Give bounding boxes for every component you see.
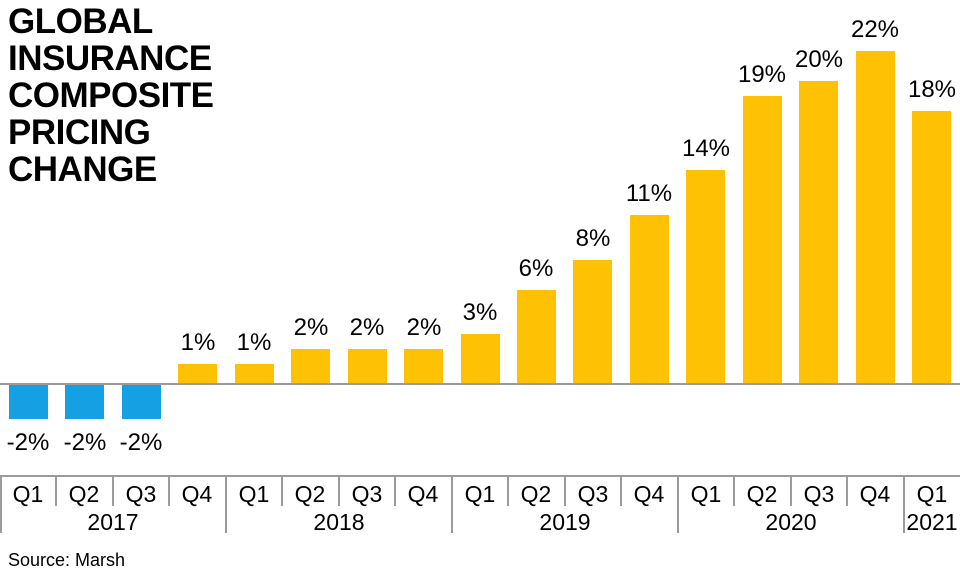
bar-value-label-q4-2018: 2% — [406, 314, 442, 341]
bar-q2-2019 — [517, 290, 556, 383]
bar-value-label-q1-2020: 14% — [681, 135, 731, 162]
axis-quarter-tick — [564, 475, 566, 506]
axis-year-tick — [451, 475, 453, 533]
bar-q1-2021 — [912, 111, 951, 383]
axis-quarter-tick — [338, 475, 340, 506]
bar-q3-2017 — [122, 384, 161, 419]
axis-quarter-label-q1-2020: Q1 — [690, 481, 722, 507]
bar-value-label-q3-2018: 2% — [349, 314, 385, 341]
bar-q4-2018 — [404, 349, 443, 383]
axis-quarter-tick — [733, 475, 735, 506]
axis-year-label-2017: 2017 — [87, 509, 139, 535]
bar-q3-2019 — [573, 260, 612, 383]
bar-value-label-q3-2019: 8% — [575, 225, 611, 252]
bar-q3-2018 — [348, 349, 387, 383]
axis-quarter-label-q4-2017: Q4 — [181, 481, 213, 507]
bar-value-label-q2-2017: -2% — [63, 428, 107, 456]
axis-quarter-label-q3-2017: Q3 — [125, 481, 157, 507]
axis-quarter-label-q3-2019: Q3 — [577, 481, 609, 507]
chart-title-line: GLOBAL — [8, 2, 153, 41]
bar-value-label-q1-2017: -2% — [6, 428, 50, 456]
axis-quarter-label-q2-2018: Q2 — [294, 481, 326, 507]
axis-year-tick — [677, 475, 679, 533]
bar-value-label-q2-2020: 19% — [737, 61, 787, 88]
bar-q3-2020 — [799, 81, 838, 383]
axis-quarter-label-q1-2018: Q1 — [238, 481, 270, 507]
bar-q1-2019 — [461, 334, 500, 383]
bar-q1-2017 — [9, 384, 48, 419]
zero-baseline — [0, 383, 960, 385]
bar-value-label-q1-2019: 3% — [462, 299, 498, 326]
axis-year-label-2021: 2021 — [906, 509, 958, 535]
axis-quarter-label-q1-2017: Q1 — [12, 481, 44, 507]
axis-year-label-2019: 2019 — [539, 509, 591, 535]
bar-q2-2017 — [65, 384, 104, 419]
bar-value-label-q2-2018: 2% — [293, 314, 329, 341]
bar-q4-2017 — [178, 364, 217, 383]
bar-value-label-q3-2020: 20% — [794, 46, 844, 73]
bar-q4-2020 — [856, 51, 895, 383]
bar-value-label-q4-2020: 22% — [850, 16, 900, 43]
bar-value-label-q1-2021: 18% — [907, 76, 957, 103]
axis-quarter-tick — [620, 475, 622, 506]
axis-year-tick — [0, 475, 2, 533]
bar-q2-2020 — [743, 96, 782, 383]
bar-q2-2018 — [291, 349, 330, 383]
axis-quarter-label-q3-2018: Q3 — [351, 481, 383, 507]
bar-q4-2019 — [630, 215, 669, 383]
axis-quarter-tick — [394, 475, 396, 506]
axis-quarter-label-q1-2021: Q1 — [916, 481, 948, 507]
axis-quarter-tick — [112, 475, 114, 506]
chart-title-line: PRICING — [8, 113, 151, 152]
axis-quarter-label-q3-2020: Q3 — [803, 481, 835, 507]
bar-value-label-q4-2019: 11% — [625, 180, 673, 207]
axis-quarter-tick — [507, 475, 509, 506]
bar-value-label-q3-2017: -2% — [119, 428, 163, 456]
axis-year-label-2018: 2018 — [313, 509, 365, 535]
axis-quarter-label-q4-2020: Q4 — [859, 481, 891, 507]
chart-title-line: INSURANCE — [8, 39, 212, 78]
chart-title-line: CHANGE — [8, 150, 157, 189]
axis-quarter-label-q4-2019: Q4 — [633, 481, 665, 507]
axis-quarter-label-q2-2020: Q2 — [746, 481, 778, 507]
bar-value-label-q2-2019: 6% — [518, 255, 554, 282]
chart-title-line: COMPOSITE — [8, 76, 214, 115]
axis-quarter-tick — [168, 475, 170, 506]
x-axis-line — [0, 475, 960, 477]
axis-quarter-tick — [846, 475, 848, 506]
axis-quarter-tick — [281, 475, 283, 506]
bar-q1-2018 — [235, 364, 274, 383]
bar-q1-2020 — [686, 170, 725, 383]
source-note: Source: Marsh — [8, 550, 126, 570]
axis-year-tick — [903, 475, 905, 533]
axis-quarter-tick — [55, 475, 57, 506]
axis-quarter-label-q2-2017: Q2 — [68, 481, 100, 507]
axis-quarter-tick — [790, 475, 792, 506]
bar-value-label-q1-2018: 1% — [236, 329, 272, 356]
axis-quarter-label-q4-2018: Q4 — [407, 481, 439, 507]
axis-quarter-label-q1-2019: Q1 — [464, 481, 496, 507]
axis-quarter-label-q2-2019: Q2 — [520, 481, 552, 507]
bar-value-label-q4-2017: 1% — [180, 329, 216, 356]
axis-year-tick — [225, 475, 227, 533]
axis-year-label-2020: 2020 — [765, 509, 817, 535]
chart-title: GLOBAL INSURANCE COMPOSITE PRICING CHANG… — [8, 3, 214, 188]
